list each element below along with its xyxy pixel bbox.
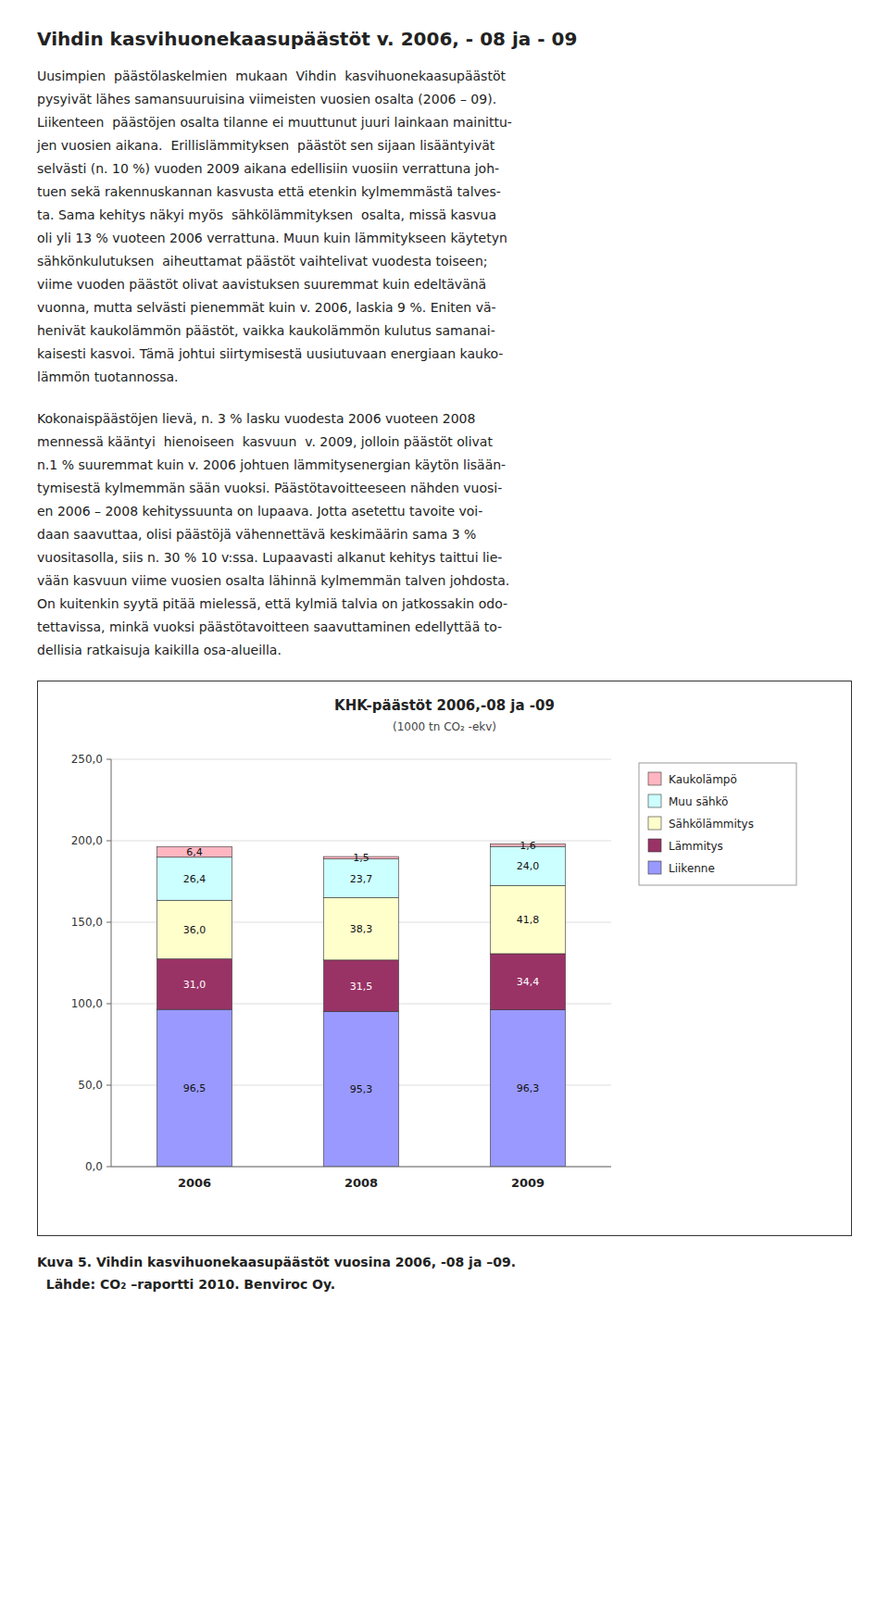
paragraph-line: oli yli 13 % vuoteen 2006 verrattuna. Mu… [37,226,852,251]
data-label: 96,3 [516,1082,540,1095]
bar-segment [157,900,233,959]
paragraph: Uusimpien päästölaskelmien mukaan Vihdin… [37,64,852,389]
y-tick [106,840,112,842]
data-label: 31,0 [183,978,207,991]
data-label: 6,4 [186,846,203,859]
y-tick [106,1003,112,1005]
legend-entry: Liikenne [668,862,715,876]
data-label: 41,8 [516,914,540,927]
grid-line [111,840,612,842]
caption: Lähde: CO₂ –raportti 2010. Benviroc Oy. [37,1273,852,1296]
heading: Vihdin kasvihuonekaasupäästöt v. 2006, -… [37,27,852,51]
y-tick-label: 250,0 [71,752,103,766]
bar-segment [490,885,566,954]
page: Vihdin kasvihuonekaasupäästöt v. 2006, -… [0,0,889,1296]
paragraph-line: tymisestä kylmemmän sään vuoksi. Päästöt… [37,476,852,501]
paragraph-line: Kokonaispäästöjen lievä, n. 3 % lasku vu… [37,407,852,431]
data-label: 24,0 [516,860,540,873]
grid-line [111,759,612,761]
chart-title: KHK-päästöt 2006,-08 ja -09 [334,697,555,714]
y-tick-label: 200,0 [71,834,103,848]
x-axis [111,1166,612,1168]
paragraph-line: tettavissa, minkä vuoksi päästötavoittee… [37,615,852,639]
y-tick-label: 0,0 [85,1160,103,1174]
bar-segment [324,859,400,899]
legend-swatch [648,772,662,786]
x-tick-label: 2008 [344,1176,378,1190]
legend-swatch [648,794,662,808]
y-tick [106,1166,112,1168]
paragraph-line: n.1 % suuremmat kuin v. 2006 johtuen läm… [37,453,852,477]
paragraph-line: vään kasvuun viime vuosien osalta lähinn… [37,569,852,593]
y-axis [111,759,113,1167]
paragraph-line: henivät kaukolämmön päästöt, vaikka kauk… [37,319,852,343]
paragraph-line: On kuitenkin syytä pitää mielessä, että … [37,592,852,616]
legend-entry: Kaukolämpö [668,773,738,787]
paragraph-line: vuositasolla, siis n. 30 % 10 v:ssa. Lup… [37,546,852,570]
paragraph-line: Liikenteen päästöjen osalta tilanne ei m… [37,111,852,135]
paragraph-line: sähkönkulutuksen aiheuttamat päästöt vai… [37,250,852,274]
data-label: 95,3 [350,1083,374,1096]
paragraph-line: selvästi (n. 10 %) vuoden 2009 aikana ed… [37,157,852,181]
chart-frame [37,681,852,1237]
y-tick [106,922,112,924]
y-tick-label: 50,0 [77,1078,103,1092]
captions: Kuva 5. Vihdin kasvihuonekaasupäästöt vu… [37,1251,852,1296]
data-label: 31,5 [350,980,374,993]
bar-segment [490,1010,566,1167]
y-tick-label: 150,0 [71,915,103,929]
legend-entry: Muu sähkö [668,795,728,809]
paragraph-line: pysyivät lähes samansuuruisina viimeiste… [37,87,852,112]
paragraph-line: kaisesti kasvoi. Tämä johtui siirtymises… [37,342,852,366]
bar-segment [157,857,233,901]
paragraph-line: mennessä kääntyi hienoiseen kasvuun v. 2… [37,430,852,454]
x-tick-label: 2006 [177,1176,212,1190]
paragraph-line: vuonna, mutta selvästi pienemmät kuin v.… [37,296,852,320]
y-tick [106,1085,112,1087]
paragraph-line: viime vuoden päästöt olivat aavistuksen … [37,273,852,297]
bar-segment [490,953,566,1011]
y-tick [106,759,112,761]
paragraph-line: daan saavuttaa, olisi päästöjä vähennett… [37,523,852,547]
paragraph-line: ta. Sama kehitys näkyi myös sähkölämmity… [37,203,852,227]
legend-entry: Sähkölämmitys [668,817,754,831]
data-label: 36,0 [183,924,207,937]
paragraph-line: Uusimpien päästölaskelmien mukaan Vihdin… [37,64,852,88]
chart: KHK-päästöt 2006,-08 ja -09 (1000 tn CO₂ … [37,680,852,1237]
data-label: 23,7 [350,873,374,886]
data-labels: 96,5 95,3 96,3 31,0 31,5 34,4 36,0 38,3 41,8 26,4… [183,839,540,1096]
bar-segment [157,1009,233,1167]
caption: Kuva 5. Vihdin kasvihuonekaasupäästöt vu… [37,1251,852,1274]
paragraph-line: lämmön tuotannossa. [37,365,852,389]
x-tick-label: 2009 [511,1176,545,1190]
paragraph: Kokonaispäästöjen lievä, n. 3 % lasku vu… [37,407,852,663]
bars [157,843,566,1167]
bar-segment [157,959,233,1011]
bar-segment [324,1011,400,1167]
paragraph-line: tuen sekä rakennuskannan kasvusta että e… [37,180,852,204]
paragraph-line: jen vuosien aikana. Erillislämmityksen p… [37,134,852,158]
data-label: 96,5 [183,1082,207,1095]
paragraph-line: en 2006 – 2008 kehityssuunta on lupaava.… [37,500,852,524]
data-label: 38,3 [350,923,374,936]
legend-frame [638,763,797,886]
bar-segment [324,897,400,960]
legend-swatch [648,816,662,830]
data-label: 1,6 [519,839,537,852]
paragraphs: Uusimpien päästölaskelmien mukaan Vihdin… [37,64,852,663]
data-label: 1,5 [352,851,370,864]
grid-line [111,1166,612,1168]
legend-entry: Lämmitys [668,839,724,853]
bar-segment [490,846,566,886]
legend: Kaukolämpö Muu sähkö Sähkölämmitys Lämmitys… [638,763,797,886]
paragraph-line: dellisia ratkaisuja kaikilla osa-alueill… [37,638,852,663]
legend-swatch [648,838,662,852]
chart-subtitle: (1000 tn CO₂ -ekv) [392,720,497,734]
legend-swatch [648,861,662,875]
y-tick-label: 100,0 [71,997,103,1011]
data-label: 34,4 [516,976,540,989]
bar-segment [324,960,400,1012]
data-label: 26,4 [183,873,207,886]
